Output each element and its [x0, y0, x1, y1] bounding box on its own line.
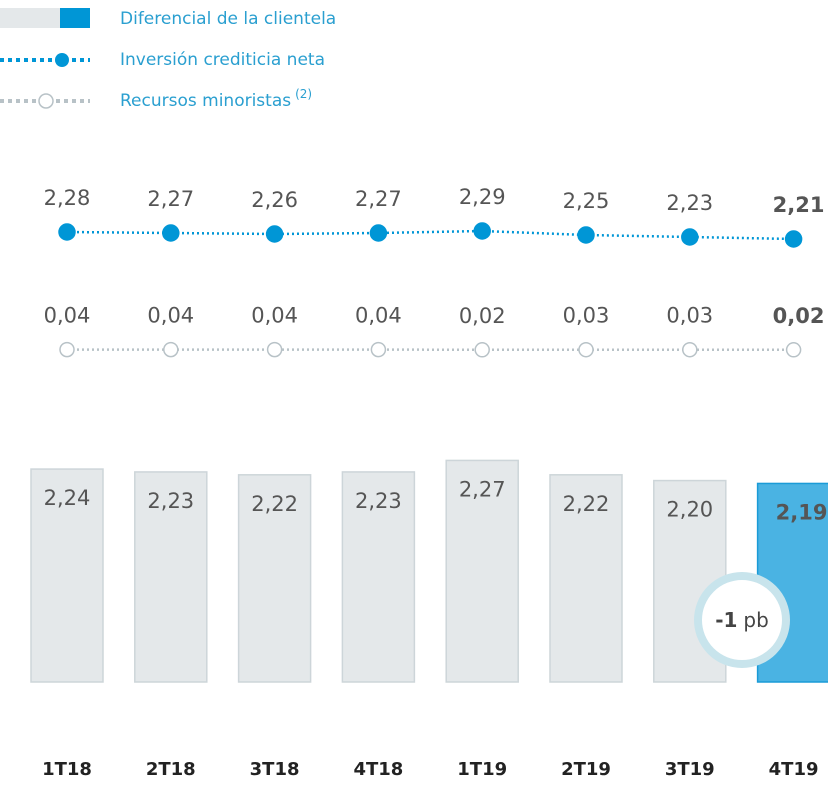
data-label: 0,03: [666, 304, 713, 328]
marker: [163, 341, 179, 358]
data-label: 2,23: [355, 489, 402, 513]
line: [66, 229, 794, 241]
legend-label: Diferencial de la clientela: [120, 9, 336, 29]
data-label: 0,02: [773, 304, 825, 328]
marker: [370, 341, 387, 358]
data-label: 2,23: [147, 489, 194, 513]
data-label: 2,27: [147, 187, 194, 211]
bar: [237, 474, 312, 683]
marker: [577, 226, 595, 244]
annotation-unit: pb: [743, 608, 768, 632]
annotation-badge: [694, 572, 790, 668]
data-label: 2,29: [459, 185, 506, 209]
data-label: 2,20: [666, 498, 713, 522]
data-label: 2,24: [44, 486, 91, 510]
marker: [265, 225, 284, 243]
marker: [785, 342, 802, 358]
marker: [784, 230, 803, 248]
legend-swatch: [0, 8, 60, 28]
data-label: 0,04: [147, 304, 194, 328]
annotation-value: -1: [715, 608, 737, 632]
data-label: 2,23: [666, 191, 713, 215]
data-label: 0,03: [563, 304, 610, 328]
x-tick-label: 1T18: [42, 759, 92, 780]
data-label: 2,19: [776, 500, 828, 524]
data-label: 2,28: [44, 186, 91, 210]
marker: [473, 222, 491, 240]
legend-marker: [55, 53, 69, 67]
marker: [681, 228, 699, 246]
x-tick-label: 2T19: [561, 759, 611, 780]
legend-label: Recursos minoristas: [120, 91, 291, 111]
marker: [682, 341, 698, 358]
data-label: 2,26: [251, 188, 298, 212]
data-label: 0,04: [251, 304, 298, 328]
data-label: 0,04: [44, 304, 91, 328]
marker: [266, 341, 283, 358]
x-tick-label: 2T18: [146, 759, 196, 780]
x-tick-label: 4T19: [769, 759, 819, 780]
data-label: 2,22: [563, 492, 610, 516]
data-label: 0,04: [355, 304, 402, 328]
legend-swatch: [60, 8, 90, 28]
bar: [549, 474, 623, 683]
legend-marker: [38, 93, 54, 109]
x-tick-label: 3T19: [665, 759, 715, 780]
marker: [369, 224, 388, 242]
x-tick-label: 1T19: [457, 759, 507, 780]
marker: [474, 342, 490, 358]
x-tick-label: 4T18: [353, 759, 403, 780]
data-label: 2,27: [459, 477, 506, 501]
marker: [58, 223, 76, 241]
legend-label: Inversión crediticia neta: [120, 50, 325, 70]
data-label: 2,25: [563, 189, 610, 213]
legend-label: Recursos minoristas (2): [120, 87, 312, 112]
legend: Diferencial de la clientela Inversión cr…: [0, 8, 336, 111]
bar: [445, 459, 519, 683]
bar: [341, 471, 416, 683]
marker: [578, 341, 594, 358]
annotation: -1 pb: [715, 608, 769, 632]
data-label: 2,22: [251, 492, 298, 516]
x-tick-label: 3T18: [250, 759, 300, 780]
data-label: 2,21: [773, 193, 825, 217]
bar: [134, 471, 208, 683]
data-label: 2,27: [355, 187, 402, 211]
data-label: 0,02: [459, 304, 506, 328]
marker: [162, 224, 180, 242]
bar: [30, 468, 104, 683]
legend-note: (2): [295, 87, 312, 101]
marker: [59, 341, 75, 358]
